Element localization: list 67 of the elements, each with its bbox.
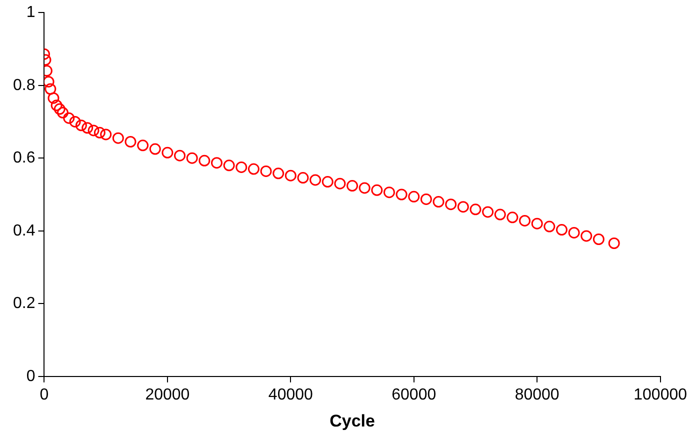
point bbox=[383, 186, 395, 198]
point bbox=[544, 220, 556, 232]
point bbox=[445, 198, 457, 210]
point bbox=[358, 182, 370, 194]
point bbox=[149, 143, 161, 155]
point bbox=[88, 124, 100, 136]
point bbox=[198, 154, 210, 166]
y-tick-label: 0.8 bbox=[12, 76, 36, 94]
point bbox=[371, 184, 383, 196]
point bbox=[112, 132, 124, 144]
point bbox=[124, 136, 136, 148]
point bbox=[580, 230, 592, 242]
point bbox=[322, 176, 334, 188]
point bbox=[396, 188, 408, 200]
point bbox=[494, 208, 506, 220]
point bbox=[284, 170, 296, 182]
point bbox=[54, 103, 66, 115]
point bbox=[210, 157, 222, 169]
point bbox=[248, 163, 260, 175]
y-tick-label: 0.4 bbox=[12, 222, 36, 240]
point bbox=[63, 112, 75, 124]
point bbox=[592, 234, 604, 245]
point bbox=[137, 140, 149, 152]
point bbox=[556, 224, 568, 236]
point bbox=[457, 201, 469, 213]
y-tick-label: 1 bbox=[26, 4, 36, 22]
y-tick-label: 0 bbox=[26, 368, 36, 385]
point bbox=[44, 76, 54, 88]
x-tick-label: 80000 bbox=[514, 386, 560, 404]
point bbox=[506, 212, 518, 224]
point bbox=[236, 161, 248, 173]
point bbox=[162, 146, 174, 158]
x-axis-title: Cycle bbox=[330, 411, 375, 430]
point bbox=[82, 122, 94, 134]
y-tick-label: 0.2 bbox=[12, 295, 36, 312]
x-tick-label: 40000 bbox=[268, 386, 314, 404]
point bbox=[568, 226, 580, 238]
y-tick-label: 0.6 bbox=[12, 150, 36, 167]
point bbox=[186, 152, 198, 164]
point bbox=[48, 92, 60, 104]
point bbox=[531, 218, 543, 230]
point bbox=[334, 178, 346, 190]
point bbox=[420, 193, 432, 205]
x-tick-label: 60000 bbox=[392, 386, 436, 404]
x-tick-label: 0 bbox=[40, 386, 49, 404]
point bbox=[50, 100, 62, 112]
x-tick-label: 100000 bbox=[634, 386, 688, 404]
point bbox=[56, 106, 68, 118]
point bbox=[94, 126, 106, 138]
x-tick-label: 20000 bbox=[145, 386, 190, 404]
point bbox=[346, 180, 358, 192]
point bbox=[75, 120, 87, 132]
point bbox=[44, 83, 56, 95]
point bbox=[310, 174, 322, 186]
point bbox=[608, 238, 620, 249]
point bbox=[69, 116, 81, 128]
point bbox=[297, 172, 309, 184]
point bbox=[260, 165, 272, 177]
point bbox=[100, 128, 112, 140]
point bbox=[482, 206, 494, 218]
point bbox=[470, 204, 482, 216]
point bbox=[223, 160, 235, 172]
point bbox=[432, 196, 444, 208]
point bbox=[519, 214, 531, 226]
point bbox=[408, 190, 420, 202]
point bbox=[174, 150, 186, 162]
point bbox=[272, 168, 284, 180]
